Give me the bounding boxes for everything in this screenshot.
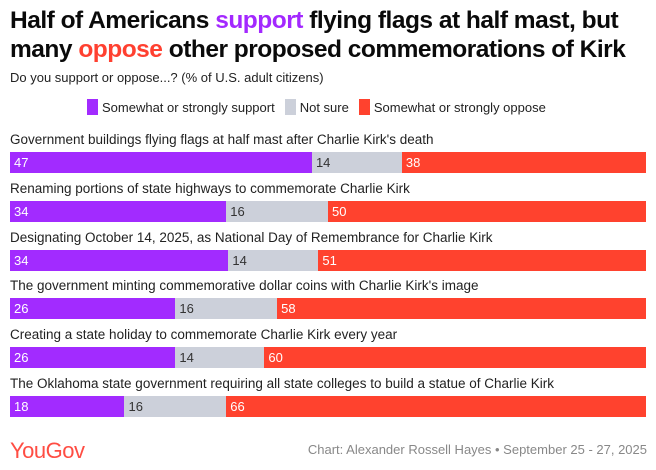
bar-segment-support: 34 — [10, 250, 229, 271]
legend-label: Somewhat or strongly support — [102, 99, 275, 115]
bar-segment-oppose: 50 — [327, 201, 646, 222]
bar-segment-oppose: 58 — [277, 298, 646, 319]
bar-segment-oppose: 38 — [401, 152, 646, 173]
stacked-bar: 18 16 66 — [10, 396, 646, 417]
bar-row: The Oklahoma state government requiring … — [10, 375, 646, 417]
category-label: Government buildings flying flags at hal… — [10, 132, 434, 147]
bar-segment-support: 34 — [10, 201, 227, 222]
legend: Somewhat or strongly support Not sure So… — [87, 99, 556, 115]
legend-swatch — [87, 99, 98, 115]
legend-label: Not sure — [299, 99, 349, 115]
category-label: The Oklahoma state government requiring … — [10, 376, 555, 391]
category-label: Renaming portions of state highways to c… — [10, 181, 410, 196]
legend-swatch — [284, 99, 296, 115]
title-text: flying flags at half mast, but many — [10, 7, 619, 63]
category-label: Creating a state holiday to commemorate … — [10, 327, 398, 342]
category-label: Designating October 14, 2025, as Nationa… — [10, 230, 493, 245]
bar-segment-not-sure: 14 — [175, 347, 265, 368]
title-highlight-oppose: oppose — [78, 36, 163, 63]
bar-segment-not-sure: 16 — [226, 201, 328, 222]
bar-segment-oppose: 51 — [318, 250, 646, 271]
stacked-bar: 26 16 58 — [10, 298, 646, 319]
category-label: The government minting commemorative dol… — [10, 278, 479, 293]
legend-swatch — [358, 99, 370, 115]
title-text: Half of Americans — [10, 7, 216, 34]
title-highlight-support: support — [215, 7, 303, 34]
stacked-bar: 26 14 60 — [10, 347, 646, 368]
bar-row: Renaming portions of state highways to c… — [10, 180, 646, 222]
legend-label: Somewhat or strongly oppose — [373, 99, 546, 115]
bar-row: The government minting commemorative dol… — [10, 277, 646, 319]
bar-row: Creating a state holiday to commemorate … — [10, 326, 646, 368]
stacked-bar: 47 14 38 — [10, 152, 646, 173]
legend-item-not-sure: Not sure — [284, 99, 349, 115]
bar-segment-not-sure: 14 — [311, 152, 402, 173]
title-text: other proposed commemorations of Kirk — [162, 36, 626, 63]
bar-segment-oppose: 60 — [264, 347, 646, 368]
stacked-bar: 34 14 51 — [10, 250, 646, 271]
bar-segment-support: 26 — [10, 347, 176, 368]
bar-segment-support: 26 — [10, 298, 176, 319]
bar-segment-oppose: 66 — [226, 396, 646, 417]
chart-title: Half of Americans support flying flags a… — [10, 6, 650, 64]
bar-segment-not-sure: 14 — [228, 250, 319, 271]
stacked-bar: 34 16 50 — [10, 201, 646, 222]
chart-subtitle: Do you support or oppose...? (% of U.S. … — [10, 70, 324, 85]
chart-credit: Chart: Alexander Rossell Hayes • Septemb… — [307, 442, 647, 457]
yougov-logo: YouGov — [10, 438, 85, 463]
bar-segment-not-sure: 16 — [124, 396, 227, 417]
bar-row: Government buildings flying flags at hal… — [10, 131, 646, 173]
bar-row: Designating October 14, 2025, as Nationa… — [10, 229, 646, 271]
bar-segment-not-sure: 16 — [175, 298, 278, 319]
bar-segment-support: 47 — [10, 152, 312, 173]
legend-item-support: Somewhat or strongly support — [87, 99, 275, 115]
legend-item-oppose: Somewhat or strongly oppose — [358, 99, 546, 115]
bar-segment-support: 18 — [10, 396, 125, 417]
